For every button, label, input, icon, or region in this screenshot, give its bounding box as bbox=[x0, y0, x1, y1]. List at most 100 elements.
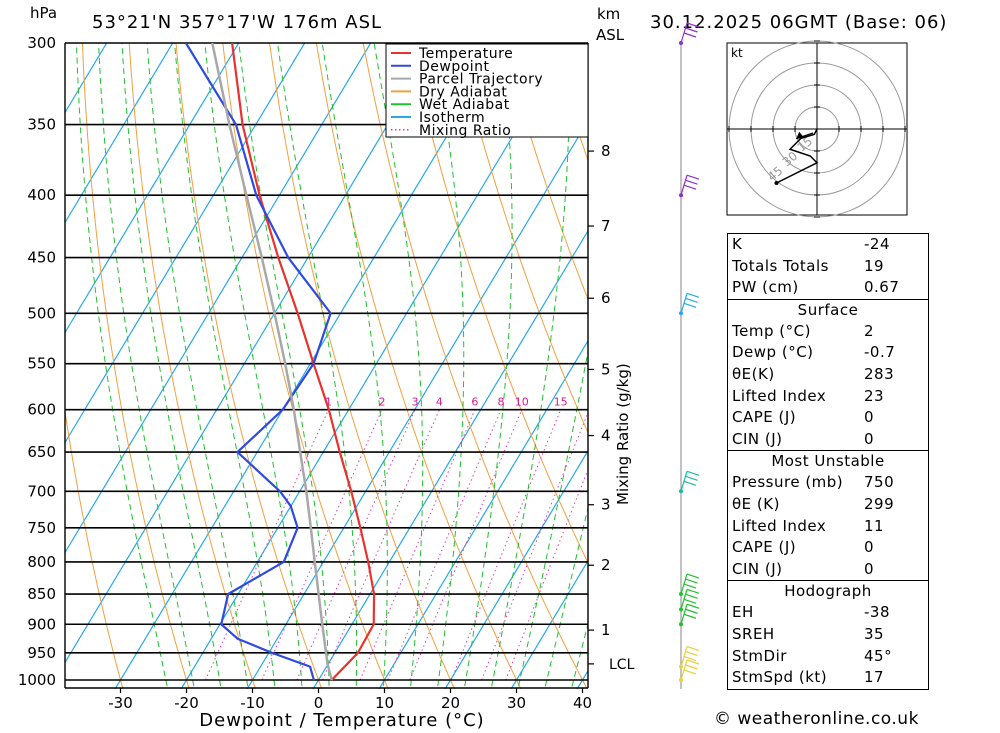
index-label: EH bbox=[732, 603, 754, 622]
wind-barb-flag bbox=[686, 588, 700, 594]
mixing-ratio-axis-label: Mixing Ratio (g/kg) bbox=[614, 363, 632, 505]
legend-label: Temperature bbox=[418, 46, 513, 62]
mixing-ratio-label: 4 bbox=[436, 396, 443, 409]
index-value: 17 bbox=[864, 668, 885, 687]
legend-label: Parcel Trajectory bbox=[419, 72, 543, 88]
km-tick-label: 3 bbox=[601, 496, 611, 514]
index-row: Dewp (°C) -0.7 bbox=[728, 342, 928, 364]
wind-barb bbox=[679, 588, 700, 612]
series-line-temperature bbox=[231, 43, 376, 681]
mixing-ratio-label: 1 bbox=[325, 396, 332, 409]
index-label: Pressure (mb) bbox=[732, 473, 844, 492]
dry-adiabat-line bbox=[924, 0, 1000, 706]
wind-barb bbox=[679, 573, 700, 597]
index-value: 11 bbox=[864, 516, 885, 535]
lcl-label: LCL bbox=[609, 657, 635, 673]
km-tick-label: 2 bbox=[601, 556, 611, 574]
axes: -30 -20 -10 0 10 20 30 40 1 2 3 4 5 6 7 8 LCL bbox=[64, 43, 635, 712]
location-title: 53°21'N 357°17'W 176m ASL bbox=[92, 12, 382, 33]
pressure-tick-label: 300 bbox=[27, 34, 56, 52]
wind-barb bbox=[679, 646, 700, 669]
pressure-tick-label: 450 bbox=[27, 249, 56, 267]
index-row: PW (cm) 0.67 bbox=[728, 277, 928, 299]
wind-barb-flag bbox=[686, 646, 700, 652]
pressure-tick-label: 800 bbox=[27, 553, 56, 571]
pressure-tick-label: 550 bbox=[27, 355, 56, 373]
asl-label: ASL bbox=[596, 26, 625, 44]
index-value: 35 bbox=[864, 624, 885, 643]
index-label: CAPE (J) bbox=[732, 408, 797, 427]
datetime-title: 30.12.2025 06GMT (Base: 06) bbox=[650, 12, 947, 33]
index-row: EH -38 bbox=[728, 602, 928, 624]
index-label: Dewp (°C) bbox=[732, 343, 814, 362]
index-row: Temp (°C) 2 bbox=[728, 321, 928, 343]
km-tick-label: 5 bbox=[601, 360, 611, 378]
isobar-lines: 300 350 400 450 500 550 600 650 700 750 800 850 900 9… bbox=[18, 34, 588, 689]
wet-adiabat-line bbox=[517, 348, 588, 689]
wind-barb-flag bbox=[683, 669, 697, 675]
index-value: 0 bbox=[864, 538, 875, 557]
indices-surface: Surface Temp (°C) 2 Dewp (°C) -0.7 θE(K) 283 L… bbox=[728, 298, 928, 451]
index-row: θE (K) 299 bbox=[728, 494, 928, 516]
wet-adiabat-line bbox=[463, 43, 513, 689]
dry-adiabat-line bbox=[456, 43, 588, 434]
index-row: Lifted Index 23 bbox=[728, 386, 928, 408]
wind-barb-flag bbox=[683, 656, 697, 662]
index-value: 2 bbox=[864, 321, 875, 340]
x-tick-label: -10 bbox=[240, 694, 265, 712]
index-value: 750 bbox=[864, 473, 895, 492]
index-value: -0.7 bbox=[864, 343, 896, 362]
pressure-tick-label: 350 bbox=[27, 116, 56, 134]
index-label: CIN (J) bbox=[732, 429, 783, 448]
legend-label: Dry Adiabat bbox=[419, 84, 507, 100]
hodograph-trace bbox=[776, 128, 819, 184]
wind-barb-flag bbox=[685, 179, 698, 185]
x-tick-label: 10 bbox=[375, 694, 394, 712]
surface-title: Surface bbox=[797, 300, 859, 319]
index-label: SREH bbox=[732, 624, 775, 643]
pressure-tick-label: 500 bbox=[27, 304, 56, 322]
isotherm-line bbox=[65, 43, 306, 444]
wind-barb bbox=[679, 174, 700, 198]
mixing-ratio-line bbox=[296, 409, 416, 681]
dry-adiabat-line bbox=[81, 43, 190, 689]
wet-adiabat-line bbox=[75, 43, 169, 689]
wind-barb-flag bbox=[683, 613, 697, 619]
isotherm-line bbox=[510, 559, 588, 689]
km-label: km bbox=[597, 5, 620, 23]
series-line-parcel-trajectory bbox=[211, 43, 333, 681]
wind-barb-flag bbox=[685, 651, 698, 657]
wind-barb-flag bbox=[685, 27, 698, 33]
isotherm-line bbox=[65, 43, 372, 554]
indices-top: K -24 Totals Totals 19 PW (cm) 0.67 bbox=[728, 234, 928, 299]
wind-barb-flag bbox=[686, 174, 700, 180]
wind-barb-flag bbox=[686, 603, 700, 609]
index-value: 0 bbox=[864, 429, 875, 448]
wind-barb-flag bbox=[686, 470, 700, 476]
legend-label: Mixing Ratio bbox=[419, 123, 511, 139]
series-line-dewpoint bbox=[184, 43, 332, 681]
dry-adiabat-line bbox=[503, 43, 588, 301]
x-tick-label: -30 bbox=[108, 694, 133, 712]
index-label: Temp (°C) bbox=[732, 321, 811, 340]
index-label: PW (cm) bbox=[732, 278, 799, 297]
isotherm-line bbox=[312, 229, 588, 689]
index-label: CAPE (J) bbox=[732, 538, 797, 557]
index-row: CAPE (J) 0 bbox=[728, 537, 928, 559]
wind-barb-flag bbox=[686, 573, 700, 579]
wet-adiabat-line bbox=[146, 43, 249, 689]
mixing-ratio-line bbox=[261, 409, 383, 681]
mixing-ratio-line bbox=[450, 409, 562, 681]
index-value: 0 bbox=[864, 559, 875, 578]
most-unstable-title: Most Unstable bbox=[771, 452, 885, 471]
pressure-tick-label: 850 bbox=[27, 585, 56, 603]
isotherm-line bbox=[246, 119, 588, 689]
credit-footer[interactable]: © weatheronline.co.uk bbox=[714, 709, 919, 729]
index-value: 0.67 bbox=[864, 278, 900, 297]
x-tick-label: 30 bbox=[507, 694, 526, 712]
index-label: Totals Totals bbox=[732, 256, 829, 275]
index-row: Lifted Index 11 bbox=[728, 516, 928, 538]
km-tick-label: 4 bbox=[601, 427, 611, 445]
wet-adiabat-line bbox=[570, 622, 588, 689]
